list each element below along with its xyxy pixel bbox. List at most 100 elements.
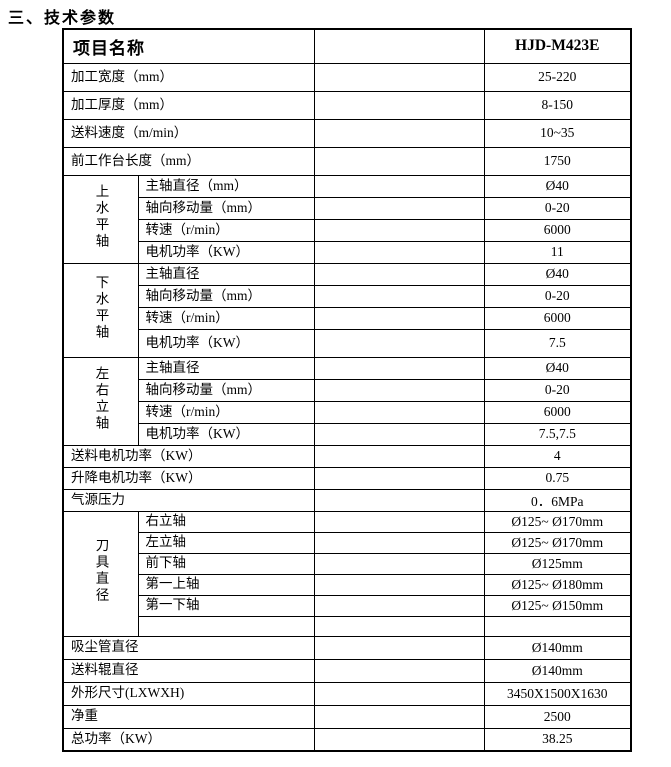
param-label: 净重 [62,704,315,729]
param-value: Ø125mm [483,552,632,575]
table-row-empty [63,615,632,637]
group-label-lower-horizontal-shaft: 下水平轴 [62,262,139,358]
param-label: 电机功率（KW） [137,240,315,264]
table-row: 送料辊直径 Ø140mm [62,658,632,683]
table-row: 气源压力 0．6MPa [62,488,632,512]
table-row: 第一上轴 Ø125~ Ø180mm [63,573,632,596]
table-row: 电机功率（KW） 11 [63,240,632,264]
param-label: 外形尺寸(LXWXH) [62,681,315,706]
table-row: 轴向移动量（mm） 0-20 [63,378,632,402]
group-label-text: 下水平轴 [93,274,109,341]
empty-cell [313,328,485,358]
empty-cell [313,118,485,148]
table-row: 转速（r/min） 6000 [63,306,632,330]
empty-cell [313,306,485,330]
param-label: 转速（r/min） [137,218,315,242]
empty-cell [313,658,485,683]
table-row: 轴向移动量（mm） 0-20 [63,284,632,308]
param-value: Ø40 [483,356,632,380]
table-row: 净重 2500 [62,704,632,729]
table-row: 下水平轴 主轴直径 Ø40 [62,262,632,358]
param-value: Ø125~ Ø170mm [483,531,632,554]
table-row: 前工作台长度（mm） 1750 [62,146,632,176]
param-label: 主轴直径（mm） [137,174,315,198]
param-label: 吸尘管直径 [62,635,315,660]
empty-cell [313,174,485,198]
param-value: 6000 [483,400,632,424]
param-label: 送料速度（m/min） [62,118,315,148]
param-label: 转速（r/min） [137,306,315,330]
param-value: 0．6MPa [483,488,632,512]
param-value: 7.5 [483,328,632,358]
empty-cell [313,218,485,242]
empty-cell [313,356,485,380]
empty-cell [313,727,485,752]
param-value: 8-150 [483,90,632,120]
param-label: 总功率（KW） [62,727,315,752]
table-row: 加工宽度（mm） 25-220 [62,62,632,92]
table-row: 左右立轴 主轴直径 Ø40 [62,356,632,446]
param-value: 10~35 [483,118,632,148]
param-label: 前工作台长度（mm） [62,146,315,176]
table-row: 电机功率（KW） 7.5,7.5 [63,422,632,446]
param-value: 11 [483,240,632,264]
empty-cell [313,62,485,92]
param-value: 0-20 [483,196,632,220]
group-label-left-right-vertical-shaft: 左右立轴 [62,356,139,446]
table-row: 第一下轴 Ø125~ Ø150mm [63,594,632,617]
param-label: 轴向移动量（mm） [137,196,315,220]
param-label: 加工宽度（mm） [62,62,315,92]
group-label-text: 上水平轴 [93,183,109,250]
table-row: 吸尘管直径 Ø140mm [62,635,632,660]
empty-cell [313,615,485,637]
param-value: 4 [483,444,632,468]
param-label: 电机功率（KW） [137,422,315,446]
param-label: 第一下轴 [137,594,315,617]
empty-cell [483,615,632,637]
param-value: Ø140mm [483,635,632,660]
header-item-name: 项目名称 [62,28,315,64]
param-value: Ø125~ Ø180mm [483,573,632,596]
header-model: HJD-M423E [483,28,632,64]
param-label: 轴向移动量（mm） [137,378,315,402]
table-row: 送料速度（m/min） 10~35 [62,118,632,148]
technical-parameters-table: 项目名称 HJD-M423E 加工宽度（mm） 25-220 加工厚度（mm） … [62,28,632,752]
table-row: 刀具直径 右立轴 Ø125~ Ø170mm [62,510,632,637]
param-value: 0.75 [483,466,632,490]
param-value: 1750 [483,146,632,176]
group-label-text: 左右立轴 [93,365,109,432]
empty-cell [313,146,485,176]
param-label: 电机功率（KW） [137,328,315,358]
table-row: 外形尺寸(LXWXH) 3450X1500X1630 [62,681,632,706]
empty-cell [313,552,485,575]
empty-cell [313,28,485,64]
param-value: 3450X1500X1630 [483,681,632,706]
param-value: 6000 [483,218,632,242]
param-label: 气源压力 [62,488,315,512]
table-row: 轴向移动量（mm） 0-20 [63,196,632,220]
param-label: 第一上轴 [137,573,315,596]
group-label-text: 刀具直径 [93,538,109,604]
empty-cell [313,594,485,617]
table-row: 前下轴 Ø125mm [63,552,632,575]
empty-cell [313,196,485,220]
empty-cell [313,635,485,660]
table-row: 加工厚度（mm） 8-150 [62,90,632,120]
param-value: 7.5,7.5 [483,422,632,446]
table-row: 总功率（KW） 38.25 [62,727,632,752]
section-title: 三、技术参数 [8,10,117,27]
param-label: 右立轴 [137,510,315,533]
param-label: 加工厚度（mm） [62,90,315,120]
table-row: 升降电机功率（KW） 0.75 [62,466,632,490]
table-row: 电机功率（KW） 7.5 [63,328,632,358]
param-value: Ø140mm [483,658,632,683]
param-value: Ø125~ Ø170mm [483,510,632,533]
empty-cell [313,704,485,729]
empty-cell [137,615,315,637]
table-row: 上水平轴 主轴直径（mm） Ø40 [62,174,632,264]
empty-cell [313,422,485,446]
empty-cell [313,262,485,286]
empty-cell [313,573,485,596]
param-value: 2500 [483,704,632,729]
